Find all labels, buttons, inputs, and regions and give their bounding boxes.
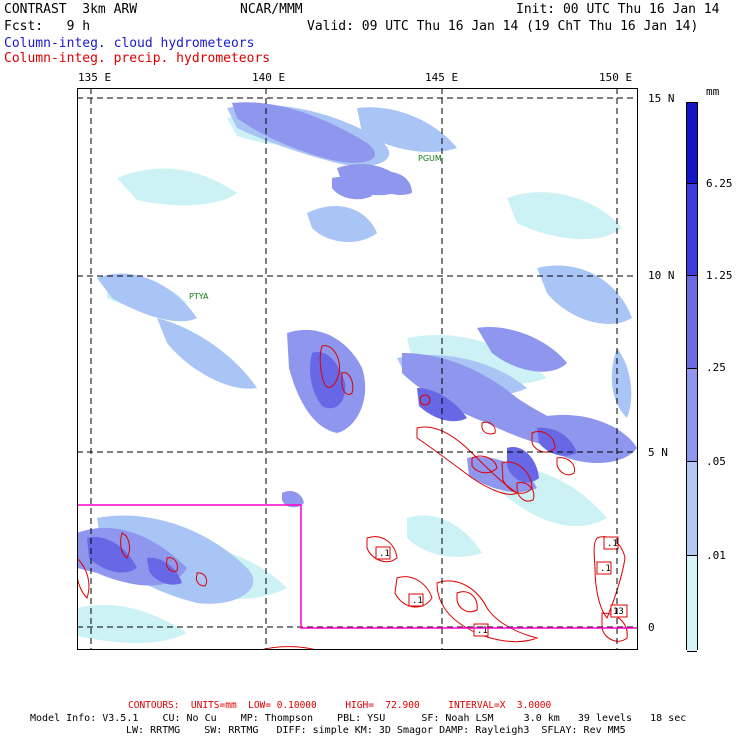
cloud-core <box>147 557 182 585</box>
cloud-patch <box>357 107 457 153</box>
field-cloud-label: Column-integ. cloud hydrometeors <box>4 36 255 51</box>
contour-info: CONTOURS: UNITS=mm LOW= 0.10000 HIGH= 72… <box>128 700 552 711</box>
precip-contour <box>166 557 178 572</box>
colorbar <box>686 102 698 652</box>
lon-label: 135 E <box>78 71 112 84</box>
cloud-patch <box>477 327 567 372</box>
cloud-patch <box>117 168 237 206</box>
contour-label: 13 <box>613 607 624 617</box>
precip-contour <box>593 536 626 619</box>
model-title: CONTRAST 3km ARW <box>4 2 138 17</box>
colorbar-segment <box>687 183 697 275</box>
precip-contour <box>471 455 498 474</box>
contour-label-box <box>596 561 612 575</box>
lat-label: 5 N <box>648 446 668 459</box>
cloud-patch <box>77 604 187 644</box>
precip-contour <box>120 532 130 559</box>
precip-contour <box>195 572 208 587</box>
colorbar-label: .05 <box>706 455 726 468</box>
colorbar-label: .01 <box>706 549 726 562</box>
cloud-patch <box>157 318 257 389</box>
contour-label-box <box>610 604 628 618</box>
valid-time: Valid: 09 UTC Thu 16 Jan 14 (19 ChT Thu … <box>307 19 699 34</box>
colorbar-label: 6.25 <box>706 177 733 190</box>
contour-label: .1 <box>477 626 488 636</box>
model-info-physics: LW: RRTMG SW: RRTMG DIFF: simple KM: 3D … <box>126 725 626 736</box>
organization: NCAR/MMM <box>240 2 303 17</box>
precip-contour <box>419 394 431 406</box>
contour-label-box <box>375 546 391 560</box>
contour-label: .1 <box>607 539 618 549</box>
lon-label: 150 E <box>599 71 633 84</box>
station-label-ptya: PTYA <box>189 292 209 301</box>
cloud-patch <box>282 491 304 508</box>
cloud-patch <box>407 515 482 558</box>
cloud-mid-layer <box>77 102 637 586</box>
station-label-pgum: PGUM <box>418 154 442 163</box>
contour-label: .1 <box>600 564 611 574</box>
colorbar-unit: mm <box>706 85 720 98</box>
lon-label: 145 E <box>425 71 459 84</box>
lat-label: 15 N <box>648 92 675 105</box>
cloud-core <box>87 537 137 573</box>
precip-contour <box>481 421 496 435</box>
contour-label-box <box>603 536 619 550</box>
map-panel[interactable]: .1 .1 .1 .1 .1 13 PGUM PTYA <box>77 88 638 650</box>
cloud-patch <box>332 176 372 200</box>
init-time: Init: 00 UTC Thu 16 Jan 14 <box>516 2 720 17</box>
lon-label: 140 E <box>252 71 286 84</box>
colorbar-segment <box>687 555 697 651</box>
graticule <box>77 88 638 650</box>
model-info: Model Info: V3.5.1 CU: No Cu MP: Thompso… <box>30 713 687 724</box>
map-canvas: .1 .1 .1 .1 .1 13 PGUM PTYA <box>77 88 638 650</box>
precip-contour <box>531 431 556 453</box>
colorbar-segment <box>687 368 697 461</box>
precip-contour <box>556 457 576 476</box>
cloud-core <box>417 388 467 422</box>
precip-contour <box>394 576 433 608</box>
cloud-core <box>507 447 539 483</box>
colorbar-segment <box>687 651 697 652</box>
lat-label: 10 N <box>648 269 675 282</box>
station-markers: PGUM PTYA <box>189 154 442 301</box>
forecast-hour: Fcst: 9 h <box>4 19 91 34</box>
colorbar-segment <box>687 461 697 555</box>
precip-contour <box>319 345 341 388</box>
nested-domain-box <box>77 504 638 629</box>
colorbar-segment <box>687 103 697 183</box>
precip-contour <box>259 646 319 650</box>
precip-contour <box>366 536 398 563</box>
cloud-patch <box>232 102 375 163</box>
precip-contour <box>436 580 539 643</box>
cloud-core <box>310 352 346 409</box>
contour-label: .1 <box>412 596 423 606</box>
colorbar-label: .25 <box>706 361 726 374</box>
map-border <box>77 88 638 650</box>
contour-label-box <box>408 593 424 607</box>
field-precip-label: Column-integ. precip. hydrometeors <box>4 51 271 66</box>
colorbar-segment <box>687 275 697 368</box>
contour-label: .1 <box>379 549 390 559</box>
cloud-patch <box>407 334 547 385</box>
cloud-patch <box>97 273 197 322</box>
cloud-patch <box>307 205 377 243</box>
cloud-dark-layer <box>87 352 577 585</box>
precip-contour <box>456 591 478 613</box>
colorbar-label: 1.25 <box>706 269 733 282</box>
precip-contour <box>516 481 535 502</box>
precip-contour <box>341 372 354 395</box>
lat-label: 0 <box>648 621 655 634</box>
cloud-patch <box>377 171 412 195</box>
cloud-core <box>537 427 577 456</box>
cloud-patch <box>507 192 622 240</box>
cloud-patch <box>537 265 632 324</box>
